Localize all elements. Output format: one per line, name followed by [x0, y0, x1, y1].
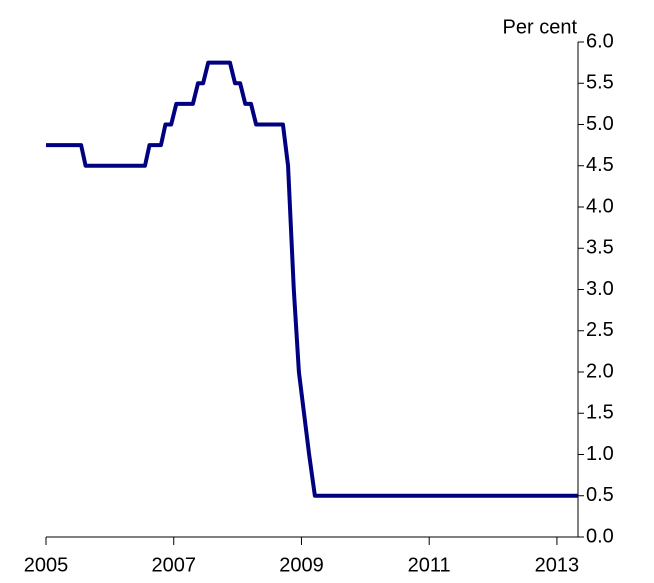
y-tick-label: 4.0 — [586, 195, 614, 217]
y-tick-label: 6.0 — [586, 30, 614, 52]
x-tick-label: 2009 — [279, 554, 324, 576]
y-axis-label: Per cent — [503, 16, 578, 38]
x-tick-label: 2007 — [151, 554, 196, 576]
y-tick-label: 3.5 — [586, 237, 614, 259]
y-tick-label: 5.5 — [586, 72, 614, 94]
line-series — [46, 60, 578, 498]
y-tick-label: 0.0 — [586, 525, 614, 547]
y-tick-label: 5.0 — [586, 113, 614, 135]
y-tick-label: 2.0 — [586, 360, 614, 382]
y-tick-label: 1.5 — [586, 402, 614, 424]
y-tick-label: 3.0 — [586, 278, 614, 300]
x-tick-label: 2011 — [408, 554, 451, 576]
x-tick-label: 2005 — [24, 554, 69, 576]
y-tick-label: 2.5 — [586, 319, 614, 341]
y-tick-label: 0.5 — [586, 484, 614, 506]
y-tick-label: 4.5 — [586, 154, 614, 176]
y-tick-label: 1.0 — [586, 443, 614, 465]
x-tick-label: 2013 — [535, 554, 580, 576]
